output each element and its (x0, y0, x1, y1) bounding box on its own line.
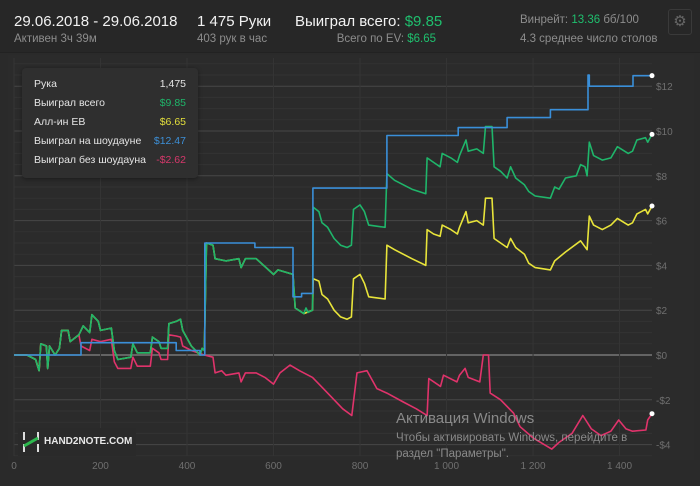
hand2note-logo: HAND2NOTE.COM (18, 428, 136, 456)
ev-label: Всего по EV: (336, 33, 405, 45)
hands-per-hour: 403 рук в час (197, 33, 268, 45)
tooltip-row: Выиграл без шоудауна -$2.62 (34, 154, 186, 172)
tooltip-row: Рука 1,475 (34, 78, 186, 96)
won-total: Выиграл всего: $9.85 (295, 13, 442, 30)
series-line (14, 125, 653, 372)
x-tick-label: 800 (352, 461, 369, 472)
winrate-value: 13.36 (571, 14, 601, 26)
x-tick-label: 1 000 (434, 461, 459, 472)
tooltip-row: Выиграл всего $9.85 (34, 97, 186, 115)
ev-value: $6.65 (407, 33, 436, 45)
series-end-point (649, 131, 655, 137)
y-axis: $12 $10 $8 $6 $4 $2 $0 -$2 -$4 (656, 82, 673, 451)
x-tick-label: 1 200 (521, 461, 546, 472)
ev-total: Всего по EV: $6.65 (337, 33, 436, 45)
y-tick-label: $10 (656, 127, 673, 138)
settings-button[interactable]: ⚙ (668, 9, 692, 35)
x-tick-label: 600 (265, 461, 282, 472)
chart-lines (14, 73, 655, 450)
tooltip-label: Рука (34, 78, 57, 90)
stats-header: 29.06.2018 - 29.06.2018 Активен 3ч 39м 1… (0, 0, 700, 53)
x-axis: 0 200 400 600 800 1 000 1 200 1 400 (11, 58, 633, 472)
series-line (14, 329, 653, 450)
chart-tooltip: Рука 1,475 Выиграл всего $9.85 Алл-ин EB $6.6… (22, 68, 198, 178)
tooltip-row: Выиграл на шоудауне $12.47 (34, 135, 186, 153)
x-tick-label: 1 400 (607, 461, 632, 472)
windows-activation-line2: раздел "Параметры". (396, 448, 509, 460)
y-tick-label: $12 (656, 82, 673, 93)
tooltip-label: Выиграл всего (34, 97, 105, 109)
windows-activation-title: Активация Windows (396, 410, 535, 427)
tooltip-label: Выиграл на шоудауне (34, 135, 142, 147)
hand2note-logo-icon (23, 432, 39, 452)
tooltip-value: $6.65 (159, 116, 186, 128)
windows-activation-text: Чтобы активировать Windows, перейдите в р… (396, 430, 627, 462)
hands-count: 1 475 Руки (197, 13, 272, 30)
winrate-label: Винрейт: (520, 14, 569, 26)
y-tick-label: $8 (656, 172, 668, 183)
gear-icon: ⚙ (673, 13, 687, 30)
logo-text: HAND2NOTE.COM (44, 436, 133, 447)
tooltip-value: -$2.62 (156, 154, 186, 166)
series-line (14, 74, 652, 356)
y-tick-label: -$4 (656, 441, 671, 452)
series-end-point (649, 73, 655, 79)
series-end-point (649, 203, 655, 209)
avg-tables: 4.3 среднее число столов (520, 33, 658, 45)
winrate-unit: бб/100 (603, 14, 639, 26)
tooltip-value: $12.47 (153, 135, 186, 147)
y-tick-label: $4 (656, 261, 668, 272)
won-label: Выиграл всего: (295, 13, 401, 30)
won-value: $9.85 (404, 13, 443, 30)
active-time: Активен 3ч 39м (14, 33, 97, 45)
x-tick-label: 400 (179, 461, 196, 472)
windows-activation-line1: Чтобы активировать Windows, перейдите в (396, 432, 628, 444)
tooltip-label: Выиграл без шоудауна (34, 154, 146, 166)
tooltip-label: Алл-ин EB (34, 116, 86, 128)
date-range: 29.06.2018 - 29.06.2018 (14, 13, 178, 30)
y-tick-label: -$2 (656, 396, 671, 407)
y-tick-label: $6 (656, 217, 668, 228)
tooltip-row: Алл-ин EB $6.65 (34, 116, 186, 134)
x-tick-label: 0 (11, 461, 17, 472)
y-tick-label: $0 (656, 351, 668, 362)
x-tick-label: 200 (92, 461, 109, 472)
tooltip-value: $9.85 (159, 97, 186, 109)
tooltip-value: 1,475 (159, 78, 186, 90)
winrate: Винрейт: 13.36 бб/100 (520, 14, 639, 26)
y-tick-label: $2 (656, 306, 668, 317)
series-end-point (649, 411, 655, 417)
